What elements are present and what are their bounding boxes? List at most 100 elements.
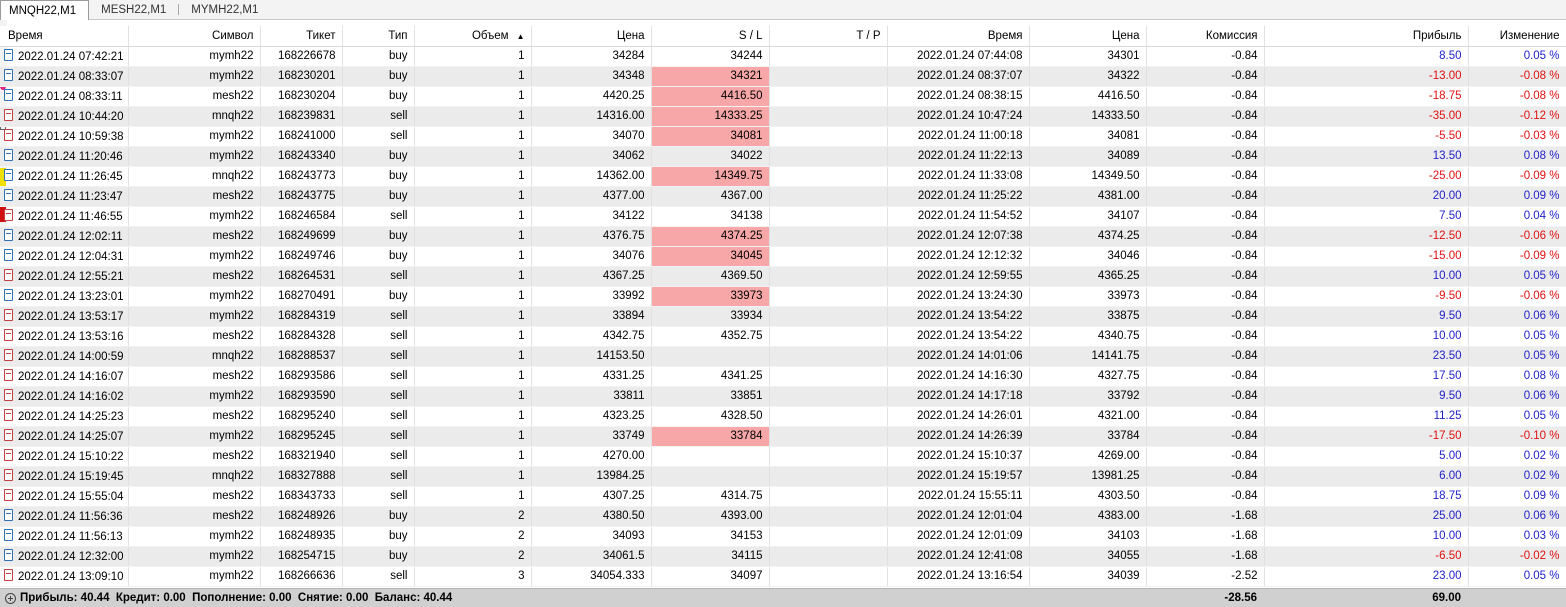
take-profit-cell [769, 486, 888, 507]
table-row[interactable]: 2022.01.24 10:44:20 mnqh22 168239831 sell 1 1… [0, 106, 1566, 127]
open-time-cell: 2022.01.24 11:46:55 [0, 206, 129, 227]
col-header-open-time[interactable]: Время [0, 26, 129, 47]
table-row[interactable]: 2022.01.24 08:33:11 mesh22 168230204 buy 1 44… [0, 86, 1566, 107]
profit-cell: -13.00 [1264, 66, 1469, 87]
open-time-text: 2022.01.24 11:56:36 [18, 511, 123, 523]
col-header-price[interactable]: Цена [531, 26, 652, 47]
sell-order-icon [4, 349, 13, 361]
change-cell: 0.08 % [1468, 366, 1566, 387]
tab-mymh22-m1[interactable]: MYMH22,M1 [191, 4, 259, 16]
col-header-close-time[interactable]: Время [887, 26, 1030, 47]
volume-cell: 1 [414, 186, 532, 207]
open-time-cell: 2022.01.24 14:16:02 [0, 386, 129, 407]
stop-loss-cell: 4416.50 [651, 86, 770, 107]
table-row[interactable]: 2022.01.24 10:59:38 mymh22 168241000 sell 1 3… [0, 126, 1566, 147]
volume-cell: 1 [414, 226, 532, 247]
symbol-cell: mnqh22 [128, 106, 261, 127]
change-cell: 0.02 % [1468, 446, 1566, 467]
ticket-cell: 168249746 [260, 246, 343, 267]
table-row[interactable]: 2022.01.24 11:20:46 mymh22 168243340 buy 1 34… [0, 146, 1566, 167]
open-time-text: 2022.01.24 13:53:16 [18, 331, 124, 343]
type-cell: sell [342, 266, 415, 287]
col-header-volume-label: Объем [471, 29, 509, 42]
table-row[interactable]: 2022.01.24 15:55:04 mesh22 168343733 sell 1 4… [0, 486, 1566, 507]
open-time-cell: 2022.01.24 13:09:10 [0, 566, 129, 587]
volume-cell: 1 [414, 346, 532, 367]
table-row[interactable]: 2022.01.24 13:53:16 mesh22 168284328 sell 1 4… [0, 326, 1566, 347]
col-header-commission[interactable]: Комиссия [1146, 26, 1265, 47]
col-header-take-profit[interactable]: T / P [769, 26, 888, 47]
close-time-cell: 2022.01.24 08:38:15 [887, 86, 1030, 107]
close-price-cell: 4365.25 [1029, 266, 1147, 287]
table-row[interactable]: 2022.01.24 14:25:07 mymh22 168295245 sell 1 3… [0, 426, 1566, 447]
col-header-volume[interactable]: Объем ▲ [414, 26, 532, 47]
change-cell: -0.10 % [1468, 426, 1566, 447]
close-price-cell: 4383.00 [1029, 506, 1147, 527]
footer-total-commission: -28.56 [1224, 592, 1257, 604]
commission-cell: -0.84 [1146, 346, 1265, 367]
buy-order-icon [4, 69, 13, 81]
col-header-profit[interactable]: Прибыль [1264, 26, 1469, 47]
sell-order-icon [4, 489, 13, 501]
history-table: Время Символ Тикет Тип Объем ▲ Цена S / L… [0, 26, 1566, 587]
table-row[interactable]: 2022.01.24 11:56:13 mymh22 168248935 buy 2 34… [0, 526, 1566, 547]
col-header-type[interactable]: Тип [342, 26, 415, 47]
expand-plus-icon[interactable] [5, 592, 16, 604]
change-cell: 0.08 % [1468, 146, 1566, 167]
symbol-cell: mymh22 [128, 66, 261, 87]
change-cell: 0.09 % [1468, 486, 1566, 507]
volume-cell: 1 [414, 386, 532, 407]
change-cell: -0.09 % [1468, 246, 1566, 267]
col-header-stop-loss[interactable]: S / L [651, 26, 770, 47]
close-price-cell: 13981.25 [1029, 466, 1147, 487]
table-row[interactable]: 2022.01.24 13:09:10 mymh22 168266636 sell 3 3… [0, 566, 1566, 587]
table-row[interactable]: 2022.01.24 11:56:36 mesh22 168248926 buy 2 43… [0, 506, 1566, 527]
commission-cell: -0.84 [1146, 126, 1265, 147]
col-header-close-price[interactable]: Цена [1029, 26, 1147, 47]
type-cell: sell [342, 346, 415, 367]
table-row[interactable]: 2022.01.24 15:10:22 mesh22 168321940 sell 1 4… [0, 446, 1566, 467]
tab-mesh22-m1[interactable]: MESH22,M1 [101, 4, 167, 16]
take-profit-cell [769, 206, 888, 227]
table-row[interactable]: 2022.01.24 14:00:59 mnqh22 168288537 sell 1 1… [0, 346, 1566, 367]
col-header-change[interactable]: Изменение [1468, 26, 1566, 47]
open-time-cell: 2022.01.24 13:53:17 [0, 306, 129, 327]
table-row[interactable]: 2022.01.24 11:26:45 mnqh22 168243773 buy 1 14… [0, 166, 1566, 187]
close-time-cell: 2022.01.24 11:22:13 [887, 146, 1030, 167]
col-header-symbol[interactable]: Символ [128, 26, 261, 47]
table-row[interactable]: 2022.01.24 12:32:00 mymh22 168254715 buy 2 34… [0, 546, 1566, 567]
sell-order-icon [4, 209, 13, 221]
change-cell: -0.12 % [1468, 106, 1566, 127]
stop-loss-cell: 34153 [651, 526, 770, 547]
volume-cell: 1 [414, 466, 532, 487]
take-profit-cell [769, 146, 888, 167]
table-row[interactable]: 2022.01.24 13:23:01 mymh22 168270491 buy 1 33… [0, 286, 1566, 307]
table-row[interactable]: 2022.01.24 08:33:07 mymh22 168230201 buy 1 34… [0, 66, 1566, 87]
table-row[interactable]: 2022.01.24 11:46:55 mymh22 168246584 sell 1 3… [0, 206, 1566, 227]
table-row[interactable]: 2022.01.24 12:55:21 mesh22 168264531 sell 1 4… [0, 266, 1566, 287]
table-row[interactable]: 2022.01.24 12:02:11 mesh22 168249699 buy 1 43… [0, 226, 1566, 247]
col-header-ticket[interactable]: Тикет [260, 26, 343, 47]
table-row[interactable]: 2022.01.24 14:25:23 mesh22 168295240 sell 1 4… [0, 406, 1566, 427]
volume-cell: 1 [414, 486, 532, 507]
open-time-text: 2022.01.24 12:55:21 [18, 271, 124, 283]
table-row[interactable]: 2022.01.24 14:16:02 mymh22 168293590 sell 1 3… [0, 386, 1566, 407]
table-row[interactable]: 2022.01.24 14:16:07 mesh22 168293586 sell 1 4… [0, 366, 1566, 387]
open-time-text: 2022.01.24 13:23:01 [18, 291, 124, 303]
symbol-cell: mesh22 [128, 326, 261, 347]
table-row[interactable]: 2022.01.24 15:19:45 mnqh22 168327888 sell 1 1… [0, 466, 1566, 487]
ticket-cell: 168249699 [260, 226, 343, 247]
table-row[interactable]: 2022.01.24 11:23:47 mesh22 168243775 buy 1 43… [0, 186, 1566, 207]
table-row[interactable]: 2022.01.24 07:42:21 mymh22 168226678 buy 1 34… [0, 46, 1566, 67]
volume-cell: 2 [414, 506, 532, 527]
table-row[interactable]: 2022.01.24 12:04:31 mymh22 168249746 buy 1 34… [0, 246, 1566, 267]
close-time-cell: 2022.01.24 15:10:37 [887, 446, 1030, 467]
change-cell: -0.08 % [1468, 66, 1566, 87]
table-row[interactable]: 2022.01.24 13:53:17 mymh22 168284319 sell 1 3… [0, 306, 1566, 327]
commission-cell: -0.84 [1146, 326, 1265, 347]
open-time-text: 2022.01.24 08:33:07 [18, 71, 124, 83]
take-profit-cell [769, 446, 888, 467]
close-price-cell: 4321.00 [1029, 406, 1147, 427]
stop-loss-cell: 14333.25 [651, 106, 770, 127]
tab-mnqh22-m1[interactable]: MNQH22,M1 [0, 0, 90, 20]
